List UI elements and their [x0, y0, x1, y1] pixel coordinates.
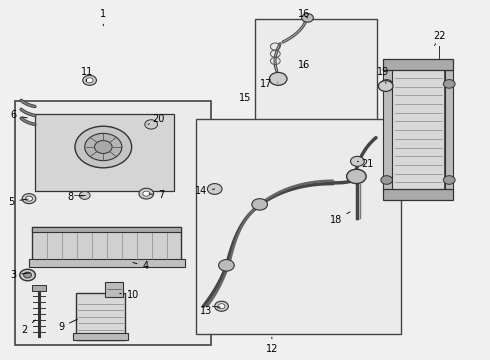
Text: 4: 4 — [133, 261, 148, 271]
Circle shape — [20, 269, 35, 281]
Circle shape — [218, 304, 225, 309]
Bar — [74, 333, 128, 339]
Circle shape — [143, 191, 150, 196]
Bar — [255, 19, 377, 155]
Circle shape — [85, 134, 122, 161]
Text: 7: 7 — [149, 190, 164, 200]
Text: 5: 5 — [8, 197, 28, 207]
Circle shape — [270, 72, 287, 85]
Bar — [35, 114, 174, 191]
Circle shape — [381, 176, 392, 184]
Text: 21: 21 — [357, 159, 374, 169]
Bar — [32, 285, 46, 291]
Circle shape — [79, 192, 90, 199]
Bar — [445, 69, 453, 191]
Circle shape — [75, 126, 132, 168]
Text: 2: 2 — [22, 320, 35, 335]
Circle shape — [215, 301, 228, 311]
Text: 8: 8 — [68, 192, 83, 202]
Text: 16: 16 — [298, 60, 310, 70]
Bar — [392, 60, 445, 200]
Circle shape — [139, 188, 154, 199]
Circle shape — [381, 80, 392, 88]
Circle shape — [302, 14, 314, 22]
Bar — [105, 282, 123, 297]
Circle shape — [443, 176, 455, 184]
Text: 20: 20 — [148, 114, 165, 125]
Bar — [383, 59, 453, 69]
Text: 15: 15 — [239, 93, 251, 103]
Text: 19: 19 — [377, 67, 389, 84]
Bar — [32, 226, 181, 261]
Text: 16: 16 — [298, 9, 310, 19]
Text: 18: 18 — [329, 212, 350, 225]
Circle shape — [24, 272, 31, 278]
Circle shape — [25, 196, 32, 201]
Circle shape — [86, 78, 93, 83]
Circle shape — [219, 260, 234, 271]
Bar — [383, 69, 392, 191]
Bar — [383, 189, 453, 200]
Circle shape — [22, 194, 36, 204]
Text: 12: 12 — [266, 337, 278, 354]
Text: 13: 13 — [199, 306, 220, 316]
Text: 10: 10 — [120, 291, 139, 301]
Circle shape — [378, 81, 393, 91]
Circle shape — [83, 75, 97, 85]
Bar — [15, 101, 211, 345]
Bar — [196, 119, 401, 334]
Text: 3: 3 — [10, 270, 30, 280]
Text: 22: 22 — [433, 31, 446, 45]
Text: 14: 14 — [195, 186, 215, 197]
Text: 17: 17 — [260, 79, 277, 89]
Circle shape — [346, 169, 366, 184]
Circle shape — [95, 140, 112, 153]
Bar — [28, 259, 185, 267]
Bar — [76, 293, 125, 339]
Circle shape — [145, 120, 158, 129]
Circle shape — [443, 80, 455, 88]
Text: 6: 6 — [10, 111, 27, 121]
Text: 9: 9 — [58, 319, 77, 332]
Text: 11: 11 — [81, 67, 94, 81]
Circle shape — [207, 184, 222, 194]
Bar — [32, 226, 181, 232]
Circle shape — [252, 199, 268, 210]
Circle shape — [350, 156, 364, 166]
Text: 1: 1 — [100, 9, 106, 26]
